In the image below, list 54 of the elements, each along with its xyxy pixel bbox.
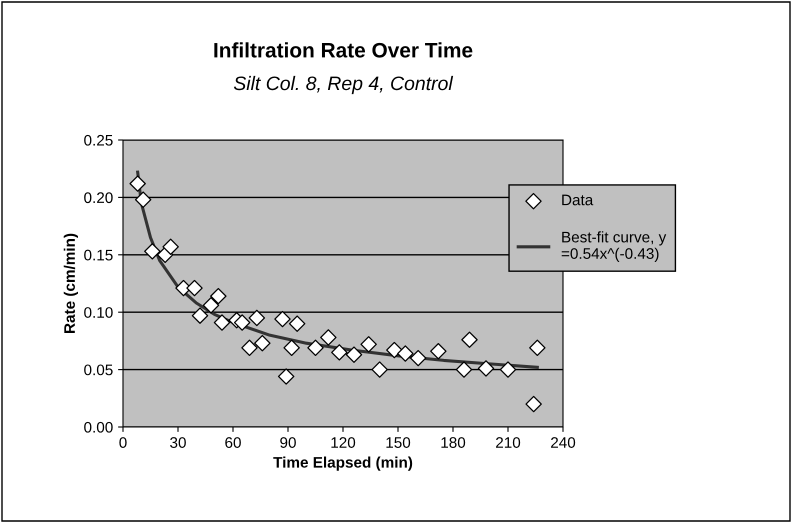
- legend-label: Data: [562, 194, 594, 206]
- point: [214, 314, 230, 331]
- x-tick-label: 150: [386, 437, 410, 448]
- point: [307, 340, 324, 356]
- point: [192, 307, 208, 324]
- point: [210, 288, 227, 304]
- point: [288, 315, 306, 332]
- point: [410, 350, 426, 366]
- point: [278, 368, 294, 385]
- point: [202, 297, 220, 314]
- x-tick-label: 30: [170, 437, 186, 448]
- y-tick-label: 0.00: [84, 422, 113, 433]
- x-tick-label: 90: [280, 437, 296, 448]
- point: [456, 361, 472, 378]
- point: [397, 345, 414, 362]
- legend-label: Best-fit curve, y =0.54x^(-0.43): [562, 231, 666, 262]
- y-tick-label: 0.10: [84, 307, 113, 318]
- x-tick-label: 120: [331, 437, 356, 448]
- point: [162, 238, 179, 255]
- point: [129, 175, 146, 192]
- point: [248, 310, 266, 326]
- y-tick-label: 0.15: [84, 250, 113, 260]
- point: [144, 243, 161, 260]
- point: [283, 340, 300, 356]
- point: [134, 191, 152, 208]
- chart-title: Infiltration Rate Over Time: [214, 42, 472, 58]
- point: [500, 361, 516, 378]
- point: [529, 340, 546, 356]
- point: [331, 344, 348, 361]
- x-axis-title: Time Elapsed (min): [273, 456, 412, 471]
- point: [371, 361, 388, 378]
- y-axis-title: Rate (cm/min): [64, 234, 78, 333]
- point: [525, 396, 542, 412]
- point: [274, 310, 291, 328]
- y-tick-label: 0.05: [84, 364, 113, 376]
- point: [386, 342, 403, 358]
- y-tick-label: 0.25: [84, 134, 113, 146]
- x-tick-label: 240: [551, 437, 576, 448]
- point: [478, 360, 494, 377]
- point: [241, 340, 258, 356]
- y-tick-label: 0.20: [84, 192, 113, 204]
- x-tick-label: 60: [225, 437, 241, 448]
- point: [254, 334, 271, 352]
- chart-subtitle: Silt Col. 8, Rep 4, Control: [234, 76, 454, 94]
- point: [461, 332, 478, 348]
- x-tick-label: 210: [496, 437, 520, 448]
- x-tick-label: 180: [441, 437, 466, 448]
- point: [186, 280, 203, 296]
- x-tick-label: 0: [119, 437, 127, 448]
- point: [346, 346, 362, 363]
- point: [320, 329, 337, 346]
- point: [360, 336, 377, 353]
- point: [430, 343, 447, 360]
- point: [234, 314, 250, 331]
